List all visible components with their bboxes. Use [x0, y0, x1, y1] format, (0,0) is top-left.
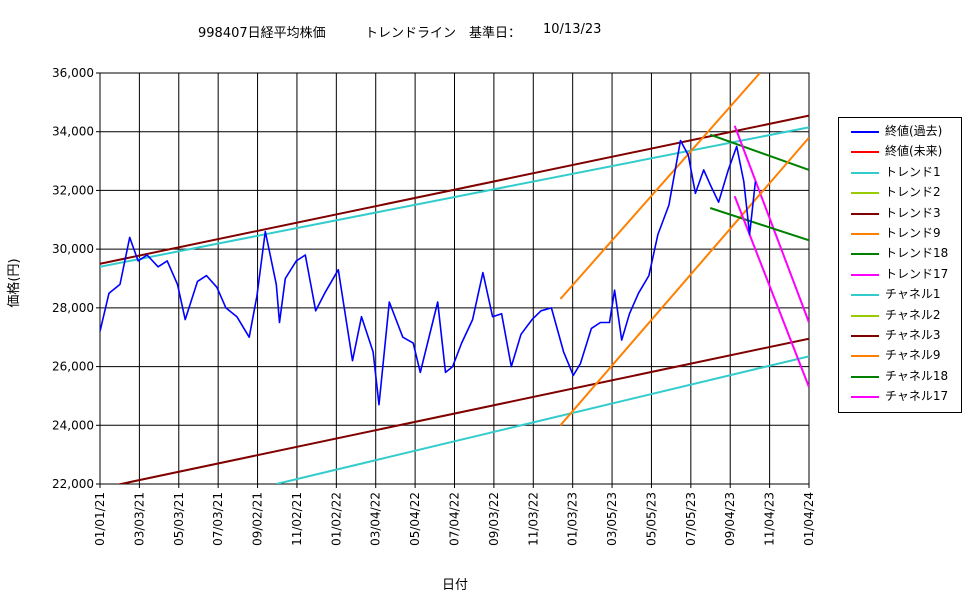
- series-line: [559, 136, 809, 426]
- legend-label: チャネル1: [885, 287, 941, 302]
- legend-item: トレンド3: [839, 203, 961, 223]
- x-tick-label: 05/04/22: [408, 492, 422, 546]
- x-tick-label: 01/02/22: [329, 492, 343, 546]
- legend-label: チャネル17: [885, 389, 949, 404]
- y-tick-label: 32,000: [52, 183, 94, 197]
- x-tick-label: 01/04/24: [802, 492, 816, 546]
- legend-label: 終値(未来): [885, 144, 943, 159]
- legend-item: トレンド1: [839, 162, 961, 182]
- y-tick-label: 30,000: [52, 242, 94, 256]
- y-tick-label: 22,000: [52, 477, 94, 491]
- x-tick-label: 01/03/23: [566, 492, 580, 546]
- legend-swatch: [851, 314, 879, 317]
- y-tick-label: 34,000: [52, 125, 94, 139]
- legend-swatch: [851, 131, 879, 133]
- series-line: [115, 337, 809, 484]
- x-axis-label: 日付: [442, 578, 468, 593]
- series-line: [733, 195, 809, 388]
- legend-swatch: [851, 232, 879, 235]
- legend-item: 終値(未来): [839, 141, 961, 161]
- legend-label: チャネル3: [885, 327, 941, 342]
- x-tick-label: 09/04/23: [723, 492, 737, 546]
- x-tick-label: 03/03/21: [132, 492, 146, 546]
- y-axis-label: 価格(円): [6, 258, 22, 307]
- x-tick-label: 07/04/22: [448, 492, 462, 546]
- price-series: [100, 139, 757, 406]
- legend-item: 終値(過去): [839, 121, 961, 141]
- legend-item: チャネル18: [839, 366, 961, 386]
- x-tick-label: 07/05/23: [684, 492, 698, 546]
- x-tick-label: 01/01/21: [93, 492, 107, 546]
- series-line: [559, 73, 761, 300]
- series-line: [276, 355, 809, 484]
- price-line: [100, 139, 757, 406]
- x-tick-label: 07/03/21: [211, 492, 225, 546]
- legend-swatch: [851, 151, 879, 154]
- legend-swatch: [851, 294, 879, 297]
- legend-item: トレンド2: [839, 182, 961, 202]
- y-tick-label: 28,000: [52, 301, 94, 315]
- y-tick-label: 36,000: [52, 66, 94, 80]
- legend-label: トレンド9: [885, 225, 941, 240]
- chart-title: 998407日経平均株価: [198, 26, 326, 41]
- x-tick-label: 11/03/22: [526, 492, 540, 546]
- series-line: [709, 133, 809, 171]
- legend-item: チャネル17: [839, 386, 961, 406]
- legend-item: チャネル1: [839, 284, 961, 304]
- legend-label: トレンド1: [885, 164, 941, 179]
- x-tick-label: 11/04/23: [763, 492, 777, 546]
- x-tick-label: 11/02/21: [290, 492, 304, 546]
- legend-item: チャネル3: [839, 325, 961, 345]
- legend-swatch: [851, 273, 879, 276]
- legend-item: チャネル9: [839, 345, 961, 365]
- series-line: [733, 125, 809, 323]
- series-line: [100, 114, 809, 265]
- x-tick-label: 03/05/23: [605, 492, 619, 546]
- legend-swatch: [851, 396, 879, 399]
- y-tick-label: 24,000: [52, 418, 94, 432]
- legend-swatch: [851, 375, 879, 378]
- x-tick-label: 03/04/22: [369, 492, 383, 546]
- chart-subtitle: トレンドライン 基準日：: [365, 26, 522, 41]
- reference-date: 10/13/23: [543, 22, 602, 37]
- x-tick-label: 05/05/23: [644, 492, 658, 546]
- legend-label: 終値(過去): [885, 124, 943, 138]
- legend-item: トレンド17: [839, 264, 961, 284]
- legend-label: トレンド2: [885, 185, 941, 200]
- x-tick-label: 09/02/21: [251, 492, 265, 546]
- legend-item: トレンド9: [839, 223, 961, 243]
- legend-swatch: [851, 253, 879, 256]
- series-line: [709, 207, 809, 242]
- trend-lines: [100, 73, 809, 484]
- legend-item: チャネル2: [839, 305, 961, 325]
- x-tick-label: 09/03/22: [487, 492, 501, 546]
- legend-item: トレンド18: [839, 243, 961, 263]
- legend-label: チャネル9: [885, 348, 941, 363]
- legend-swatch: [851, 212, 879, 215]
- legend-swatch: [851, 171, 879, 174]
- legend-swatch: [851, 355, 879, 358]
- legend-swatch: [851, 192, 879, 195]
- legend-label: トレンド17: [885, 266, 949, 281]
- legend-label: チャネル18: [885, 368, 949, 383]
- y-axis: 22,000 24,000 26,000 28,000 30,000 32,000 34,0…: [52, 66, 100, 491]
- legend-swatch: [851, 334, 879, 337]
- legend: 終値(過去) 終値(未来) トレンド1 トレンド2 トレンド3 トレンド9 トレンド18 トレ…: [838, 117, 962, 413]
- x-tick-label: 05/03/21: [172, 492, 186, 546]
- y-tick-label: 26,000: [52, 360, 94, 374]
- legend-label: チャネル2: [885, 307, 941, 322]
- legend-label: トレンド18: [885, 246, 949, 261]
- x-axis: 01/01/21 03/03/21 05/03/21 07/03/21 09/02/21…: [93, 484, 816, 546]
- legend-label: トレンド3: [885, 205, 941, 220]
